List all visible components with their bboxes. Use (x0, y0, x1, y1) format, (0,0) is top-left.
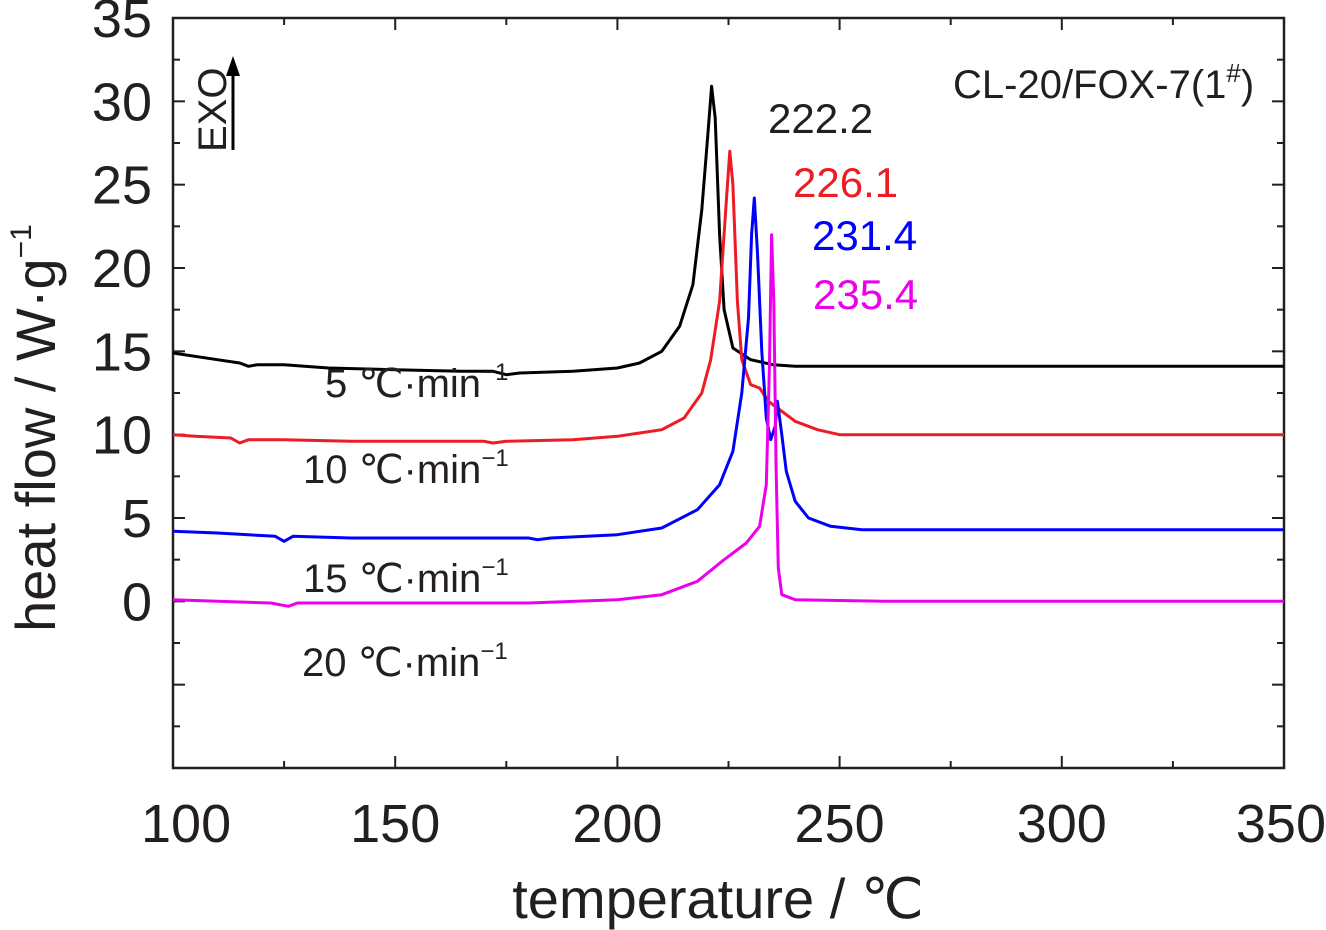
series-line (172, 149, 1284, 445)
sample-annotation-superscript: # (1226, 58, 1241, 88)
series-line (172, 196, 1284, 543)
peak-label: 231.4 (812, 212, 917, 259)
peak-label: 235.4 (813, 271, 918, 318)
rate-label: 20 ℃·min−1 (302, 638, 508, 685)
rate-label: 15 ℃·min−1 (303, 554, 509, 601)
sample-annotation-close: ) (1241, 63, 1254, 107)
y-axis-title-text: heat flow / W·g (4, 258, 67, 631)
series-line (172, 233, 1284, 608)
series-lines (172, 84, 1284, 608)
peak-label: 222.2 (768, 95, 873, 142)
exo-label: EXO (191, 68, 235, 152)
rate-label: 5 ℃·min−1 (325, 359, 508, 406)
y-axis-title: heat flow / W·g−1 (4, 224, 67, 632)
axis-ticks: 100 150 200 250 300 350 0 5 10 15 20 25 30 35 (92, 0, 1326, 854)
x-tick-label: 100 (141, 794, 231, 854)
sample-annotation: CL-20/FOX-7(1#) (953, 58, 1254, 107)
x-tick-label: 350 (1236, 794, 1326, 854)
sample-annotation-text: CL-20/FOX-7(1 (953, 63, 1226, 107)
y-axis-title-superscript: −1 (5, 224, 38, 258)
series-line (172, 84, 1284, 377)
y-tick-label: 10 (92, 406, 152, 466)
y-tick-label: 25 (92, 156, 152, 216)
peak-label: 226.1 (793, 159, 898, 206)
exo-arrow-head (226, 56, 240, 76)
y-tick-label: 30 (92, 72, 152, 132)
y-tick-label: 35 (92, 0, 152, 49)
y-tick-label: 15 (92, 322, 152, 382)
x-tick-label: 200 (572, 794, 662, 854)
rate-label: 10 ℃·min−1 (303, 445, 509, 492)
y-tick-label: 5 (122, 489, 152, 549)
x-tick-label: 250 (795, 794, 885, 854)
y-tick-label: 20 (92, 239, 152, 299)
exo-indicator: EXO (191, 56, 240, 152)
y-tick-label: 0 (122, 572, 152, 632)
x-tick-label: 150 (350, 794, 440, 854)
x-tick-label: 300 (1017, 794, 1107, 854)
chart-labels: 5 ℃·min−1 222.2 10 ℃·min−1 226.1 15 ℃·min−1 2… (302, 95, 918, 685)
y-axis-title-group: heat flow / W·g−1 (4, 224, 67, 632)
x-axis-title: temperature / ℃ (512, 867, 924, 930)
